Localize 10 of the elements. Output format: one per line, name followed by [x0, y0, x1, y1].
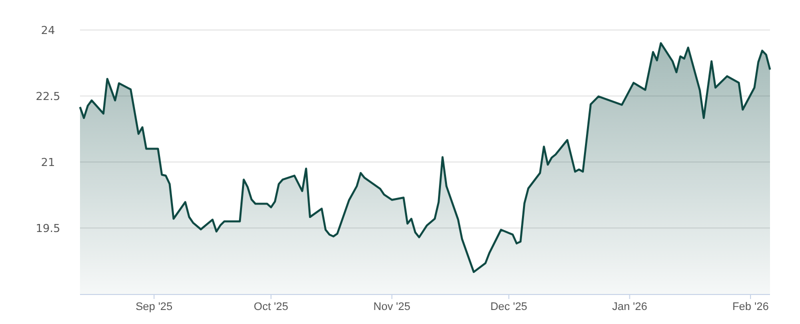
y-tick-label: 19.5	[36, 222, 60, 235]
x-tick-label: Jan '26	[612, 300, 648, 313]
x-tick-label: Nov '25	[373, 300, 410, 313]
x-tick-label: Feb '26	[732, 300, 769, 313]
x-tick-label: Sep '25	[136, 300, 173, 313]
x-tick-label: Dec '25	[490, 300, 528, 313]
y-tick-label: 22.5	[36, 90, 60, 103]
x-tick-label: Oct '25	[254, 300, 288, 313]
y-tick-label: 21	[41, 156, 55, 169]
y-tick-label: 24	[41, 24, 55, 37]
